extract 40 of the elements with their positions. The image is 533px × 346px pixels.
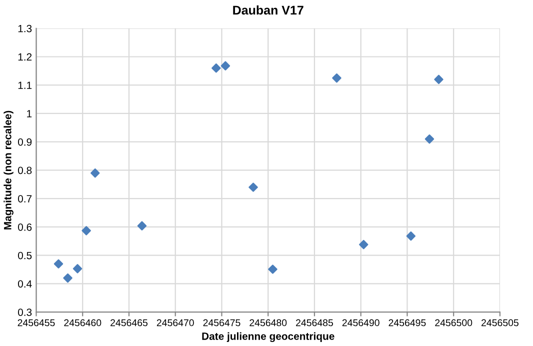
point	[268, 264, 278, 274]
x-tick-label: 2456455	[18, 319, 55, 326]
point	[220, 61, 230, 70]
x-tick-label: 2456495	[388, 319, 426, 326]
point	[90, 168, 100, 178]
x-tick-label: 2456485	[296, 319, 333, 326]
y-tick-label: 0.8	[18, 166, 32, 174]
y-tick-label: 0.3	[18, 308, 32, 316]
point	[248, 182, 258, 192]
point	[54, 259, 64, 268]
y-tick-label: 0.4	[18, 280, 32, 288]
y-tick-label: 1	[27, 110, 32, 118]
point	[212, 63, 221, 73]
y-tick-label: 0.7	[18, 195, 32, 202]
x-tick-label: 2456470	[156, 319, 194, 326]
y-tick-label: 0.6	[18, 223, 32, 231]
y-tick-label: 1.3	[18, 24, 32, 32]
y-axis-title: Magnitude (non recalee)	[4, 110, 14, 230]
point	[406, 231, 416, 241]
chart-title: Dauban V17	[233, 5, 304, 15]
point	[424, 134, 434, 144]
point	[434, 74, 444, 84]
y-tick-label: 1.2	[18, 53, 32, 61]
y-tick-label: 1.1	[18, 82, 32, 89]
x-tick-label: 2456500	[435, 319, 472, 326]
x-tick-label: 2456465	[110, 319, 148, 326]
x-tick-label: 2456480	[250, 319, 287, 326]
y-tick-label: 0.9	[18, 138, 32, 146]
x-tick-label: 2456505	[482, 319, 518, 326]
point	[332, 73, 342, 83]
point	[137, 221, 147, 230]
point	[82, 226, 91, 236]
x-axis-title: Date julienne geocentrique	[202, 332, 334, 342]
x-tick-label: 2456460	[64, 319, 102, 326]
point	[72, 264, 82, 274]
x-tick-label: 2456490	[342, 319, 380, 326]
point	[63, 273, 72, 283]
y-tick-label: 0.5	[18, 252, 32, 260]
point	[359, 240, 368, 250]
x-tick-label: 2456475	[203, 319, 240, 326]
